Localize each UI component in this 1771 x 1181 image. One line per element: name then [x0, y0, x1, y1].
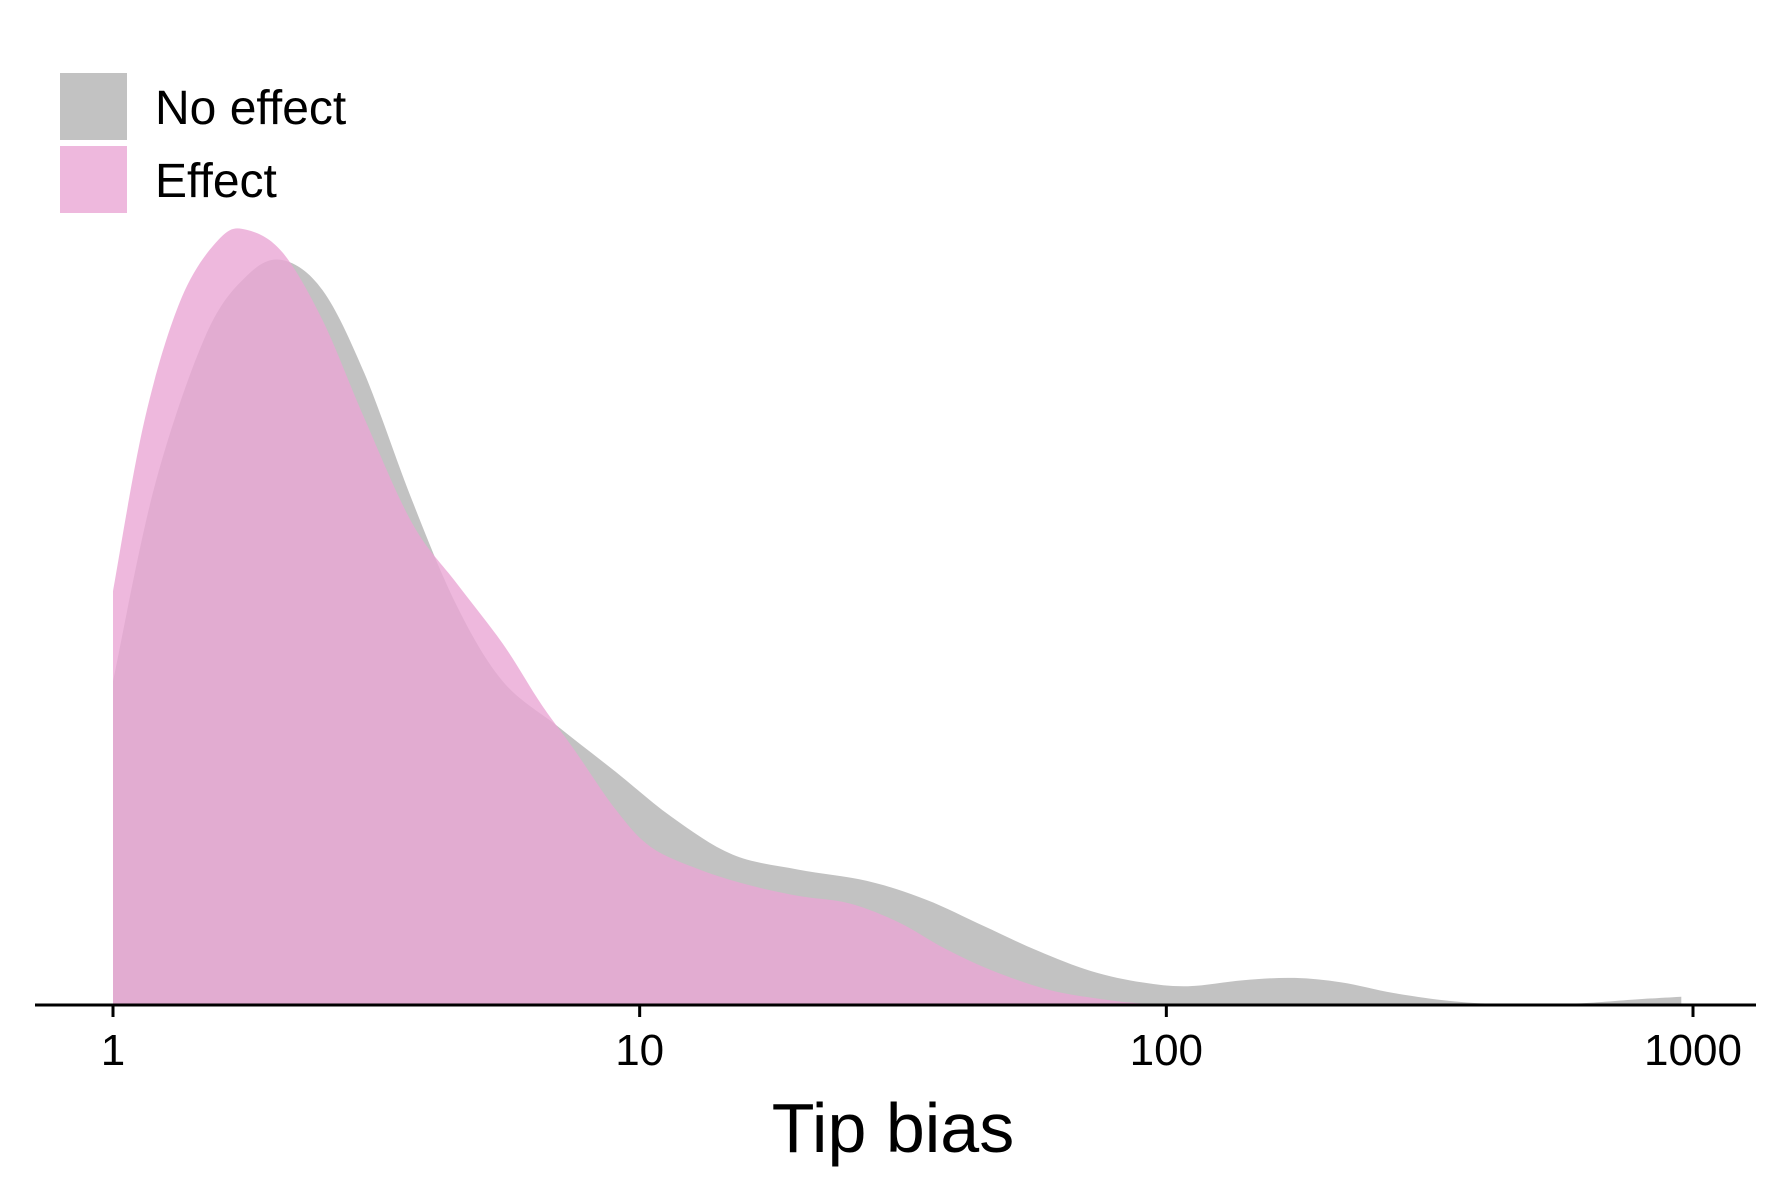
x-tick-label-100: 100 — [1130, 1026, 1203, 1075]
x-tick-label-1: 1 — [101, 1026, 125, 1075]
legend: No effect Effect — [60, 73, 346, 213]
legend-swatch-no-effect — [60, 73, 127, 140]
x-axis-title: Tip bias — [772, 1089, 1015, 1167]
x-axis: 1 10 100 1000 — [35, 1003, 1756, 1075]
legend-swatch-effect — [60, 146, 127, 213]
plot-area — [113, 228, 1682, 1006]
x-tick-label-10: 10 — [615, 1026, 664, 1075]
x-tick-label-1000: 1000 — [1644, 1026, 1742, 1075]
legend-label-no-effect: No effect — [155, 82, 346, 135]
density-area-effect — [113, 228, 1189, 1005]
legend-label-effect: Effect — [155, 155, 277, 208]
